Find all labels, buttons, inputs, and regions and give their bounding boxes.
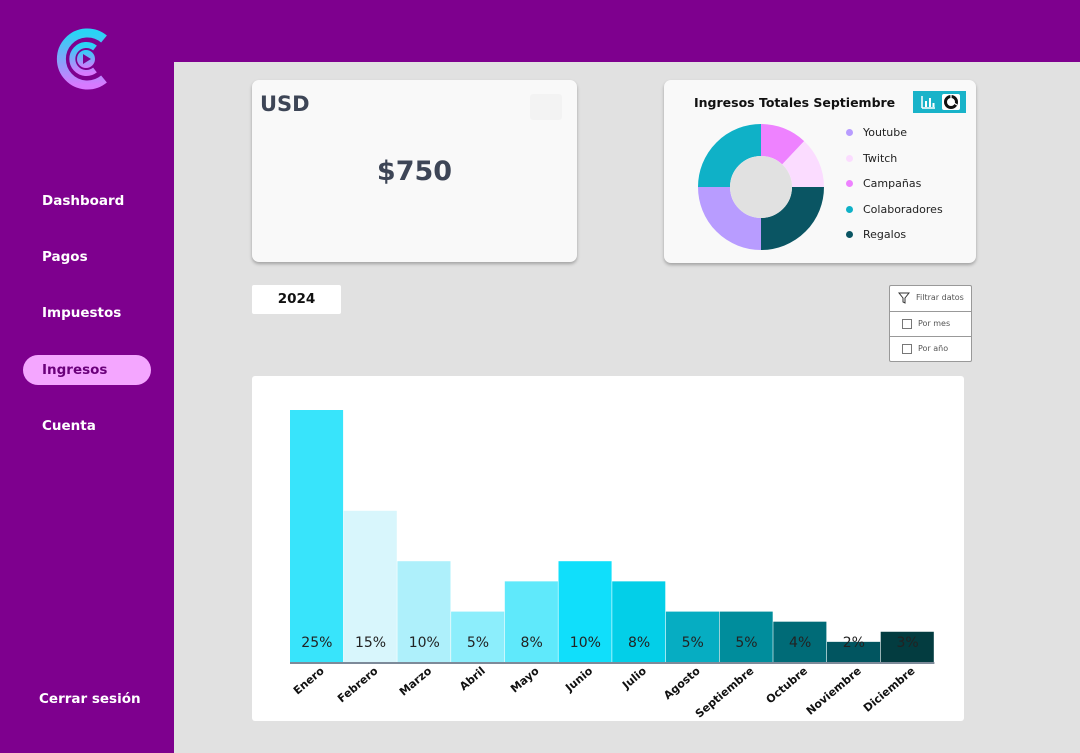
filter-option-label: Por mes (918, 319, 951, 328)
legend-swatch (846, 154, 853, 162)
legend-item-campanas: Campañas (846, 175, 966, 201)
currency-label: USD (260, 92, 310, 116)
year-selector[interactable]: 2024 (252, 285, 341, 314)
bar-value-label: 2% (843, 635, 865, 651)
sidebar-item-cuenta[interactable]: Cuenta (42, 418, 96, 434)
donut-slice-campañas (760, 124, 805, 165)
bar-value-label: 5% (735, 635, 757, 651)
donut-slice-twitch (781, 141, 824, 188)
bar-value-label: 15% (355, 635, 386, 651)
bar-value-label: 8% (628, 635, 650, 651)
x-tick-label: Septiembre (693, 664, 756, 720)
sidebar-item-impuestos[interactable]: Impuestos (42, 305, 122, 321)
filter-option-por-mes[interactable]: Por mes (890, 311, 971, 336)
checkbox[interactable] (902, 344, 912, 354)
pie-chart-icon[interactable] (942, 94, 960, 110)
bar-chart-icon[interactable] (919, 94, 937, 110)
filter-title: Filtrar datos (916, 293, 964, 302)
top-bar (0, 0, 1080, 62)
bar-value-label: 3% (896, 635, 918, 651)
legend-label: Colaboradores (863, 202, 943, 216)
donut-slice-regalos (760, 186, 824, 250)
legend-item-regalos: Regalos (846, 226, 966, 252)
filter-panel: Filtrar datos Por mes Por año (889, 285, 972, 362)
bar-marzo (397, 561, 451, 662)
sidebar-item-pagos[interactable]: Pagos (42, 249, 88, 265)
legend-swatch (846, 129, 853, 136)
bar-value-label: 25% (301, 635, 332, 651)
sidebar: Dashboard Pagos Impuestos Ingresos Cuent… (0, 0, 174, 753)
usd-balance-card: USD $750 (252, 80, 577, 262)
balance-amount: $750 (376, 156, 453, 187)
bar-mayo (504, 581, 558, 662)
filter-funnel-icon (898, 292, 910, 304)
x-tick-label: Julio (619, 664, 649, 692)
bar-octubre (773, 621, 827, 662)
filter-data-button[interactable]: Filtrar datos (890, 286, 971, 311)
bar-value-label: 10% (570, 635, 601, 651)
bar-julio (612, 581, 666, 662)
donut-legend: Youtube Twitch Campañas Colaboradores Re… (846, 124, 966, 252)
bar-value-label: 10% (409, 635, 440, 651)
bar-value-label: 8% (521, 635, 543, 651)
legend-item-twitch: Twitch (846, 150, 966, 176)
x-tick-label: Abril (457, 664, 488, 693)
legend-label: Regalos (863, 228, 907, 241)
monthly-income-bar-chart: 25% Enero 15% Febrero 10% Marzo 5% Abril 8% Mayo 1… (290, 410, 935, 721)
x-tick-label: Noviembre (804, 664, 864, 717)
x-tick-label: Diciembre (861, 664, 918, 714)
x-tick-label: Enero (291, 664, 327, 697)
logout-button[interactable]: Cerrar sesión (39, 691, 141, 707)
bar-febrero (343, 510, 397, 662)
filter-option-por-anio[interactable]: Por año (890, 336, 971, 361)
x-tick-label: Junio (562, 664, 595, 695)
x-tick-label: Marzo (397, 664, 435, 699)
bar-value-label: 5% (467, 635, 489, 651)
donut-hole (730, 156, 792, 218)
monthly-income-chart-card: 25% Enero 15% Febrero 10% Marzo 5% Abril 8% Mayo 1… (252, 376, 964, 721)
sidebar-item-dashboard[interactable]: Dashboard (42, 193, 125, 209)
bar-enero (290, 410, 344, 662)
legend-item-youtube: Youtube (846, 124, 966, 150)
bar-junio (558, 561, 612, 662)
legend-swatch (846, 231, 853, 238)
bar-septiembre (719, 611, 773, 662)
legend-label: Twitch (863, 151, 898, 165)
x-tick-label: Octubre (764, 664, 810, 706)
checkbox[interactable] (902, 319, 912, 329)
bar-diciembre (880, 631, 934, 662)
legend-label: Campañas (863, 177, 922, 190)
legend-swatch (846, 180, 853, 187)
filter-option-label: Por año (918, 344, 949, 353)
card-menu-button[interactable] (530, 94, 562, 120)
app-logo-icon[interactable] (56, 26, 112, 92)
sidebar-item-ingresos[interactable]: Ingresos (23, 355, 151, 385)
donut-slice-youtube (698, 186, 762, 250)
bar-value-label: 4% (789, 635, 811, 651)
x-tick-label: Febrero (335, 664, 381, 705)
bar-noviembre (827, 641, 881, 662)
income-breakdown-card: Ingresos Totales Septiembre Youtube Twit… (664, 80, 976, 263)
income-donut-chart (698, 124, 824, 250)
legend-swatch (846, 205, 853, 213)
bar-value-label: 5% (682, 635, 704, 651)
donut-slice-colaboradores (698, 124, 762, 188)
chart-type-toggle (913, 91, 966, 113)
bar-abril (451, 611, 505, 662)
x-tick-label: Mayo (508, 664, 542, 695)
legend-item-colaboradores: Colaboradores (846, 201, 966, 227)
income-card-title: Ingresos Totales Septiembre (694, 95, 896, 110)
legend-label: Youtube (863, 126, 907, 139)
x-tick-label: Agosto (661, 664, 703, 702)
bar-agosto (665, 611, 719, 662)
